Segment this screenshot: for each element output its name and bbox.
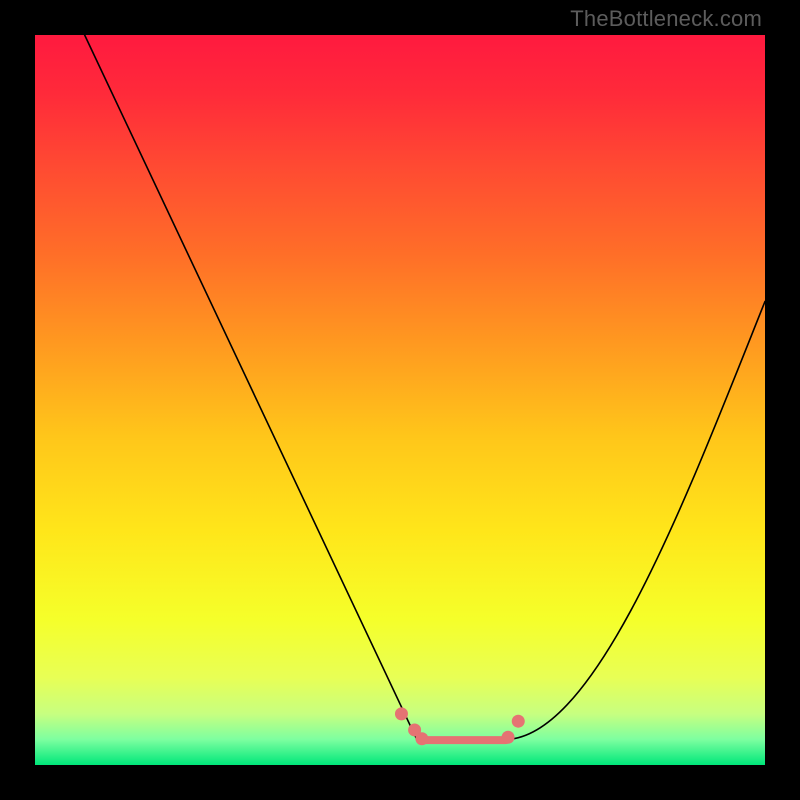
watermark-text: TheBottleneck.com — [570, 6, 762, 32]
plot-area — [35, 35, 765, 765]
valley-marker-dot — [395, 707, 408, 720]
chart-stage: TheBottleneck.com — [0, 0, 800, 800]
valley-marker-dot — [512, 715, 525, 728]
valley-marker-dot — [415, 732, 428, 745]
valley-marker-dot — [502, 731, 515, 744]
chart-svg — [0, 0, 800, 800]
